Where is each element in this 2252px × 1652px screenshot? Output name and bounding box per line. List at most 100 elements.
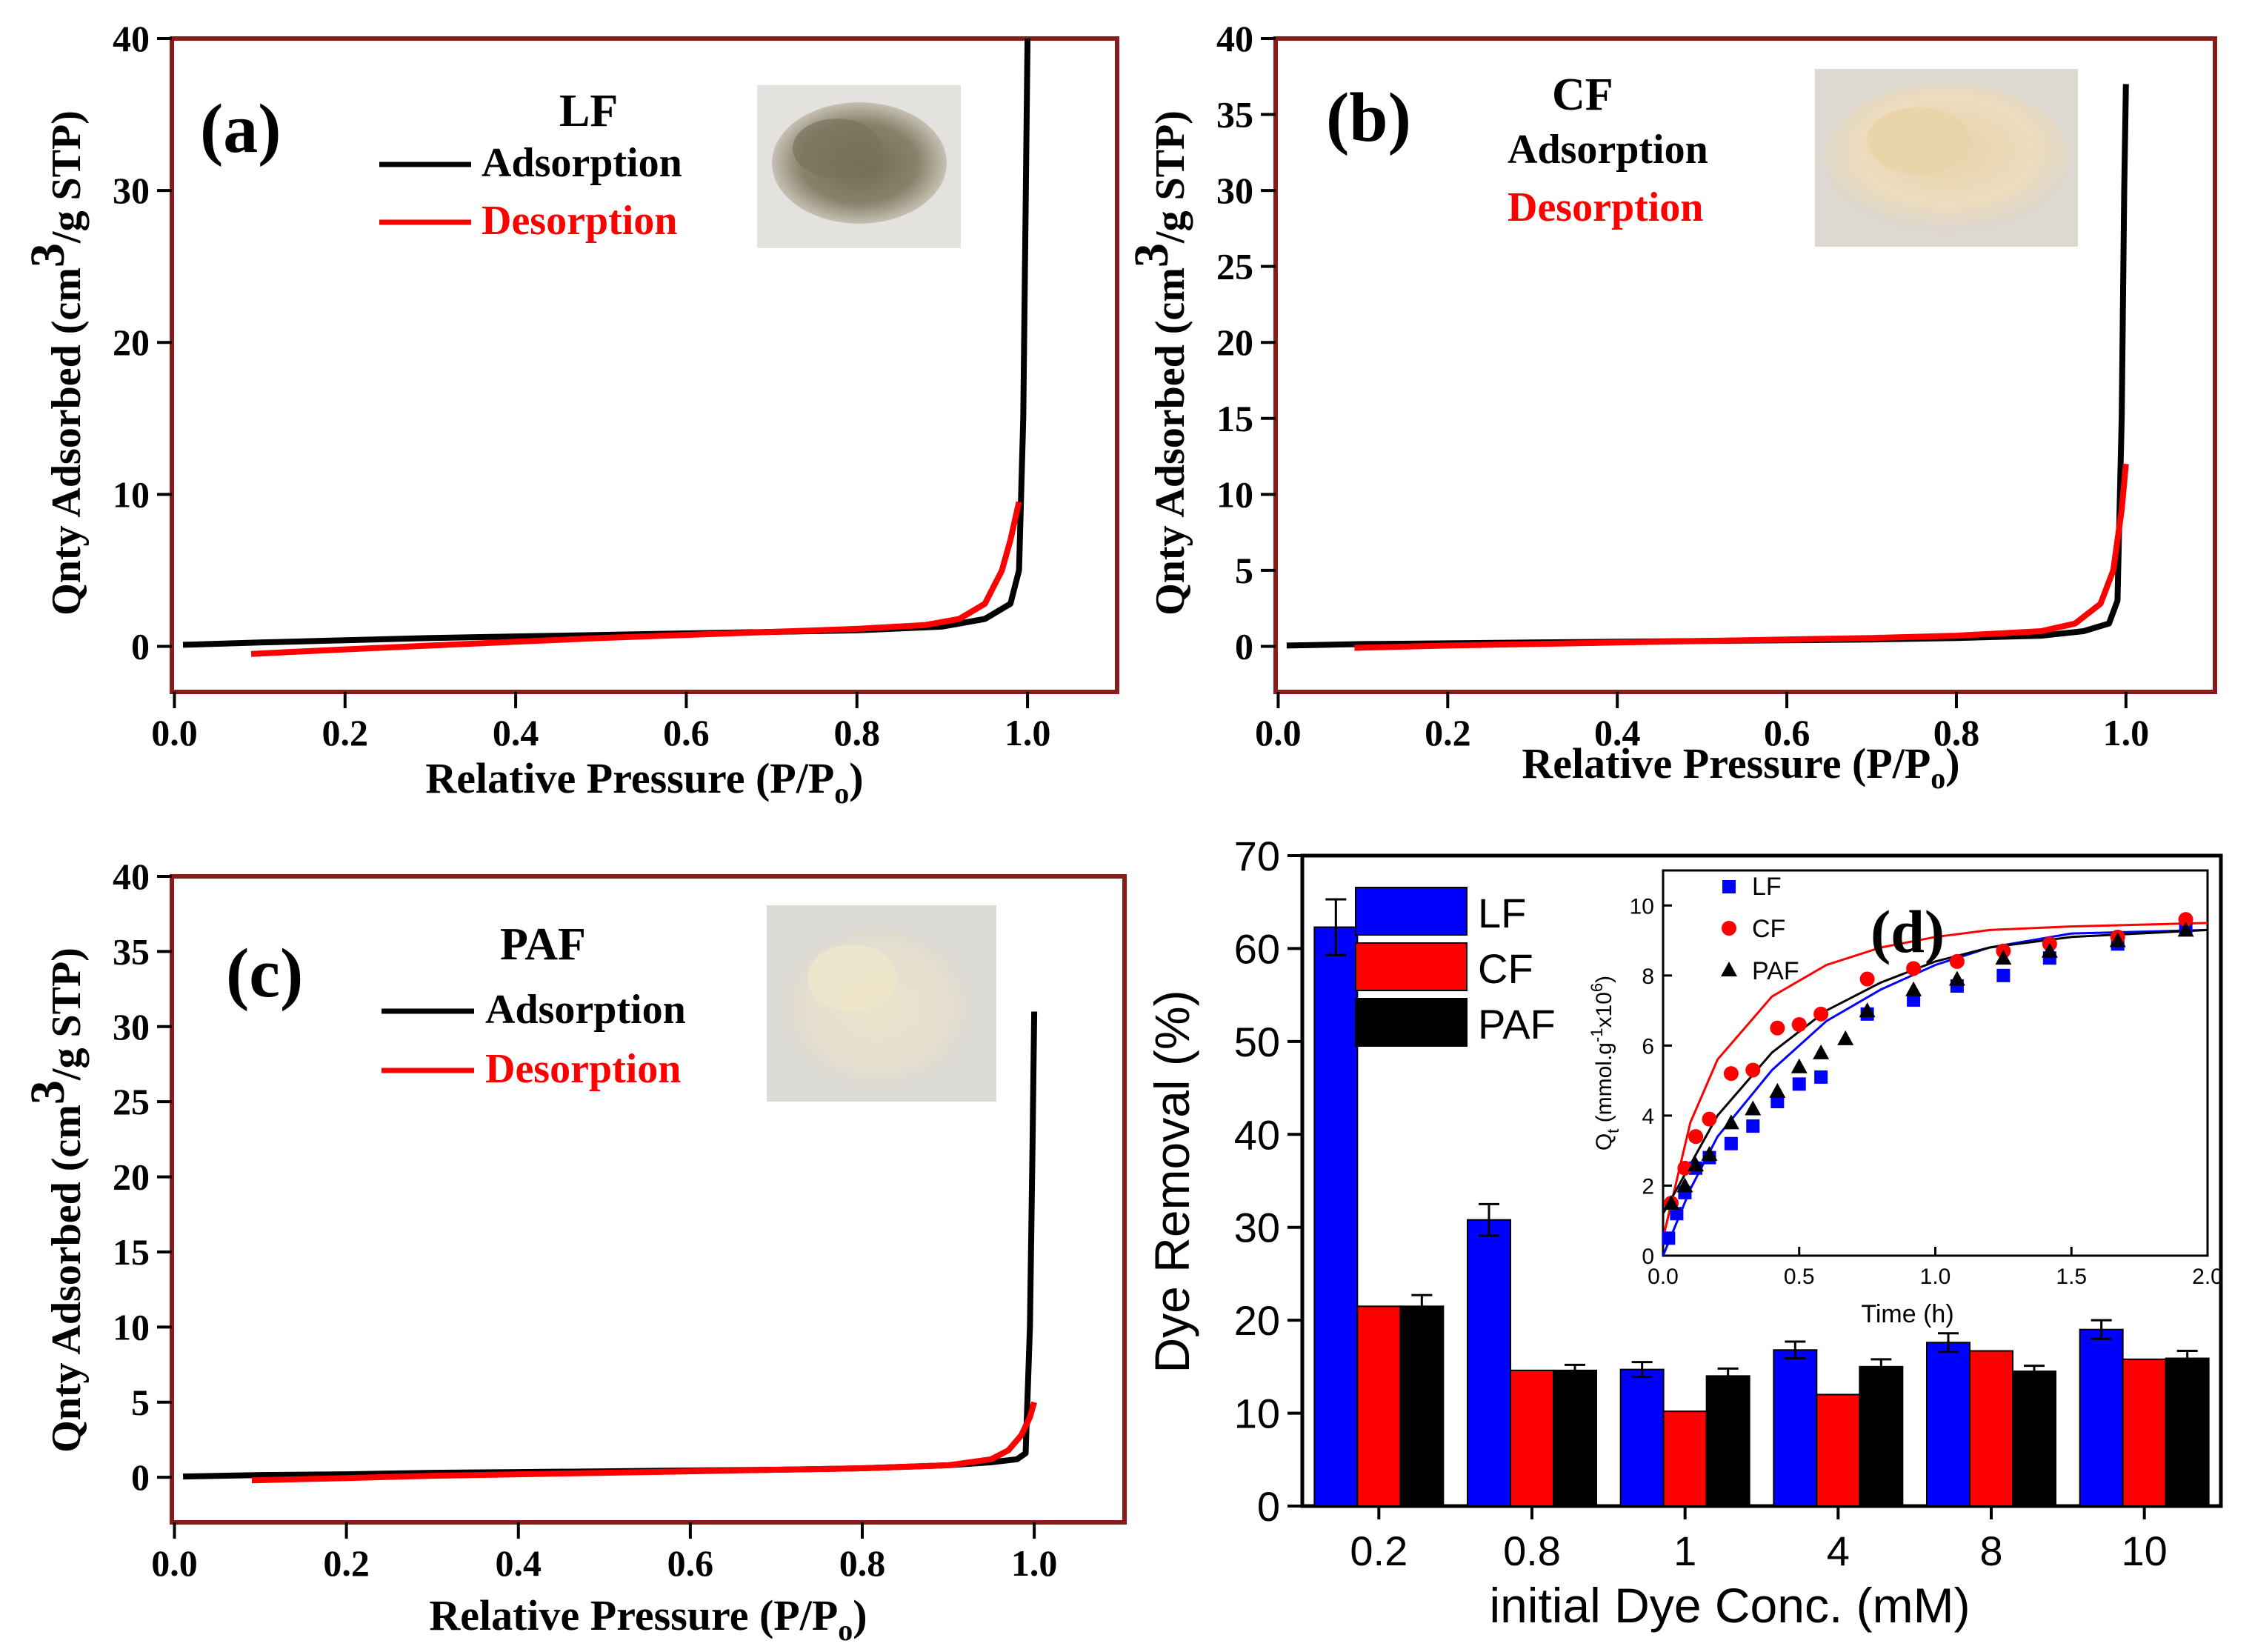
inset-point-lf — [1907, 993, 1921, 1007]
inset-legend-marker-paf — [1721, 962, 1737, 976]
sample-name: LF — [559, 86, 618, 136]
inset-point-cf — [1723, 1066, 1739, 1082]
inset-point-lf — [1996, 968, 2011, 982]
y-tick-label: 10 — [113, 473, 150, 515]
y-axis-label: Qnty Adsorbed (cm3/g STP) — [21, 110, 90, 616]
panel-c: 0.0 0.2 0.4 0.6 0.8 1.0 0 5 10 15 20 25 30 35 40 (c) P… — [21, 856, 1127, 1647]
inset-y-tick-label: 0 — [1642, 1245, 1654, 1269]
bar-lf — [1619, 1368, 1665, 1507]
y-tick-label: 30 — [1216, 170, 1253, 211]
x-tick-label: 0.0 — [151, 1542, 198, 1584]
inset-point-paf — [1676, 1177, 1693, 1193]
isotherm-curve-desorption — [251, 1401, 1037, 1484]
y-tick-label: 10 — [113, 1306, 150, 1348]
inset-point-cf — [1906, 961, 1922, 976]
inset-y-tick-label: 10 — [1630, 894, 1654, 919]
legend-label-desorption: Desorption — [482, 198, 677, 244]
y-tick-label: 5 — [131, 1382, 150, 1423]
y-tick-label: 10 — [1234, 1390, 1280, 1437]
bar-cf — [1356, 1305, 1402, 1508]
y-tick-label: 30 — [1234, 1205, 1280, 1251]
inset-x-tick-label: 2.0 — [2192, 1265, 2223, 1289]
x-axis-label: Relative Pressure (P/Po) — [429, 1591, 867, 1647]
inset-point-paf — [1701, 1145, 1718, 1161]
x-axis-label: Relative Pressure (P/Po) — [1522, 739, 1959, 795]
inset-y-tick-label: 2 — [1642, 1174, 1654, 1199]
plot-frame — [170, 36, 1119, 694]
bar-cf — [1969, 1350, 2013, 1508]
inset-point-lf — [1746, 1119, 1760, 1133]
y-tick-label: 15 — [113, 1231, 150, 1273]
panel-label: (a) — [200, 90, 282, 167]
sample-name: CF — [1552, 70, 1613, 120]
bar-paf — [2165, 1357, 2210, 1508]
legend-label-adsorption: Adsorption — [482, 140, 682, 186]
isotherm-curve-desorption — [1354, 463, 2129, 651]
bar-paf — [1705, 1375, 1750, 1508]
panel-label: (d) — [1870, 898, 1945, 965]
legend-label-desorption: Desorption — [1508, 184, 1703, 230]
y-tick-label: 35 — [113, 930, 150, 972]
bar-cf — [1510, 1369, 1554, 1507]
y-tick-label: 35 — [1216, 94, 1253, 136]
inset-y-axis-label: Qt (mmol.g-1x106) — [1588, 976, 1622, 1150]
inset-point-lf — [1662, 1231, 1676, 1245]
inset-point-cf — [1949, 953, 1965, 969]
inset-x-tick-label: 1.0 — [1920, 1265, 1951, 1289]
y-tick-label: 20 — [113, 1156, 150, 1198]
inset-point-paf — [2041, 942, 2058, 958]
plot-frame — [1273, 36, 2217, 694]
legend-swatch-paf — [1355, 998, 1468, 1047]
inset-point-paf — [1948, 970, 1965, 986]
y-tick-label: 0 — [1235, 625, 1253, 667]
sample-photo — [1815, 69, 2078, 247]
y-tick-label: 20 — [113, 322, 150, 363]
inset-legend-label-lf: LF — [1752, 873, 1782, 901]
y-tick-label: 30 — [113, 170, 150, 211]
inset-point-lf — [1814, 1070, 1828, 1084]
bar-paf — [1859, 1365, 1904, 1508]
inset-point-cf — [1745, 1062, 1761, 1078]
panel-b: 0.0 0.2 0.4 0.6 0.8 1.0 0 5 10 15 20 25 30 35 40 (b) C… — [1125, 18, 2217, 795]
x-tick-label: 0.8 — [1503, 1528, 1561, 1574]
x-tick-label: 1 — [1673, 1528, 1696, 1574]
y-tick-label: 40 — [1216, 18, 1253, 59]
legend-label-adsorption: Adsorption — [1508, 127, 1708, 173]
inset-point-cf — [1770, 1020, 1785, 1036]
x-tick-label: 0.4 — [493, 712, 539, 753]
x-tick-label: 0.4 — [495, 1542, 542, 1584]
bar-cf — [2122, 1358, 2167, 1508]
isotherm-curve-desorption — [250, 501, 1022, 657]
inset-point-paf — [1905, 981, 1922, 996]
legend-label-lf: LF — [1478, 890, 1526, 936]
bar-paf — [1399, 1305, 1445, 1508]
inset-legend-marker-cf — [1722, 921, 1736, 936]
inset-y-tick-label: 8 — [1642, 965, 1654, 989]
y-tick-label: 0 — [131, 1456, 150, 1498]
inset-legend-label-paf: PAF — [1752, 957, 1799, 985]
inset-point-paf — [1995, 950, 2012, 965]
panel-a: 0.0 0.2 0.4 0.6 0.8 1.0 0 10 20 30 40 (a) LF Adsor… — [21, 18, 1119, 810]
x-tick-label: 0.8 — [839, 1542, 886, 1584]
inset-y-tick-label: 6 — [1642, 1034, 1654, 1059]
x-axis-label: initial Dye Conc. (mM) — [1489, 1578, 1970, 1633]
y-axis-label: Qnty Adsorbed (cm3/g STP) — [1125, 110, 1193, 616]
bar-lf — [1467, 1219, 1511, 1508]
x-tick-label: 1.0 — [1011, 1542, 1058, 1584]
x-tick-label: 0.4 — [1594, 712, 1641, 753]
bar-cf — [1662, 1410, 1708, 1508]
inset-point-cf — [1859, 971, 1875, 987]
inset-fit-paf — [1662, 928, 2208, 1215]
inset-point-cf — [1688, 1129, 1704, 1145]
inset-point-cf — [1791, 1017, 1807, 1032]
inset-legend-label-cf: CF — [1752, 915, 1785, 943]
x-tick-label: 1.0 — [1005, 712, 1051, 753]
y-tick-label: 60 — [1234, 925, 1280, 972]
x-tick-label: 4 — [1827, 1528, 1850, 1574]
bar-paf — [2012, 1370, 2056, 1507]
legend-swatch-cf — [1355, 942, 1468, 991]
inset-point-paf — [1837, 1030, 1854, 1045]
bar-lf — [1313, 926, 1359, 1507]
